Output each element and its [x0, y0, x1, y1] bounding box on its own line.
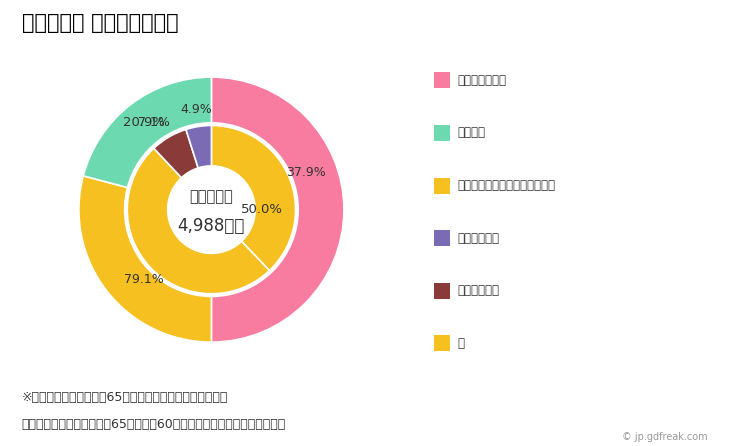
Text: 20.9%: 20.9% — [123, 116, 165, 129]
Text: ２０２０年 波佐見町の世帯: ２０２０年 波佐見町の世帯 — [22, 13, 179, 33]
Wedge shape — [79, 176, 211, 342]
Wedge shape — [128, 148, 270, 294]
Text: 高齢単身・高齢夫婦以外の世帯: 高齢単身・高齢夫婦以外の世帯 — [457, 179, 555, 192]
Text: 7.1%: 7.1% — [138, 116, 169, 129]
Wedge shape — [83, 77, 211, 187]
Text: 4.9%: 4.9% — [180, 103, 211, 116]
Text: 高齢夫婦世帯: 高齢夫婦世帯 — [457, 284, 499, 297]
Text: © jp.gdfreak.com: © jp.gdfreak.com — [622, 432, 707, 442]
Text: 「高齢夫婦世帯」とは夫65歳以上妻60歳以上の夫婦１組のみの一般世帯: 「高齢夫婦世帯」とは夫65歳以上妻60歳以上の夫婦１組のみの一般世帯 — [22, 418, 286, 431]
Text: 37.9%: 37.9% — [286, 165, 325, 178]
Text: ※「高齢単身世帯」とは65歳以上の人一人のみの一般世帯: ※「高齢単身世帯」とは65歳以上の人一人のみの一般世帯 — [22, 392, 228, 405]
Wedge shape — [186, 125, 211, 168]
Text: 高齢単身世帯: 高齢単身世帯 — [457, 231, 499, 245]
Wedge shape — [211, 77, 344, 342]
Wedge shape — [154, 129, 198, 178]
Text: 4,988世帯: 4,988世帯 — [178, 216, 245, 235]
Text: 一般世帯数: 一般世帯数 — [190, 189, 233, 204]
Text: 二人以上の世帯: 二人以上の世帯 — [457, 74, 506, 87]
Text: 50.0%: 50.0% — [241, 203, 284, 216]
Text: 単身世帯: 単身世帯 — [457, 126, 485, 140]
Text: 計: 計 — [457, 337, 464, 350]
Text: 79.1%: 79.1% — [125, 273, 164, 286]
Wedge shape — [211, 125, 295, 271]
